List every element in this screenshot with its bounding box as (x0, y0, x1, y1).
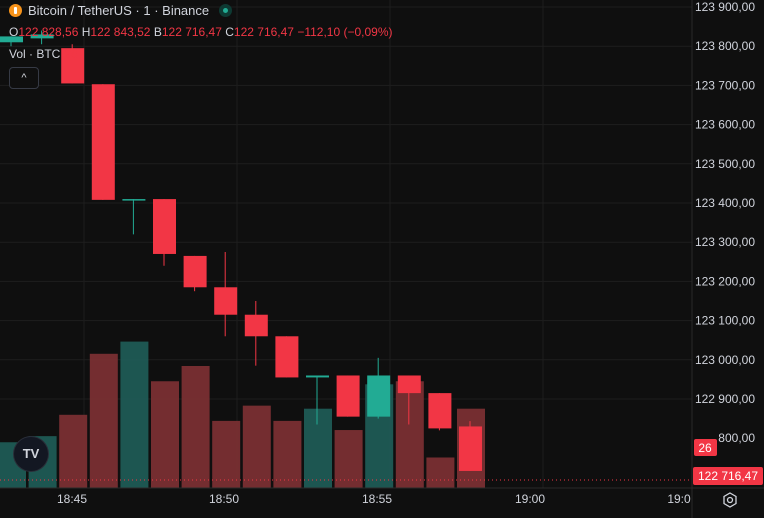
volume-bar (304, 408, 332, 488)
volume-badge (694, 439, 717, 456)
volume-bar (151, 381, 179, 488)
price-axis-label: 123 900,00 (695, 0, 755, 14)
settings-gear-icon[interactable] (722, 492, 738, 508)
candle-body (459, 426, 482, 471)
candle-body (91, 84, 115, 200)
candle-body (153, 199, 176, 254)
time-axis-label: 18:50 (209, 492, 239, 506)
price-axis-label: 123 400,00 (695, 196, 755, 210)
candle-body (336, 375, 360, 417)
candle-body (367, 375, 391, 417)
time-axis-label: 19:0 (667, 492, 691, 506)
time-axis-label: 18:45 (57, 492, 87, 506)
time-axis-label: 19:00 (515, 492, 545, 506)
time-axis-label: 18:55 (362, 492, 392, 506)
symbol-legend[interactable]: Bitcoin / TetherUS · 1 · Binance (9, 3, 233, 18)
volume-bar (59, 414, 88, 488)
collapse-legend-button[interactable]: ^ (9, 67, 39, 89)
volume-legend[interactable]: Vol · BTC 26 (9, 47, 78, 61)
candle-body (61, 48, 85, 84)
high-key: H (81, 25, 91, 39)
price-axis-label: 123 600,00 (695, 118, 755, 132)
last-price-badge (693, 467, 763, 485)
price-axis-label: 123 500,00 (695, 157, 755, 171)
price-axis-label: 123 800,00 (695, 39, 755, 53)
volume-bar (181, 366, 210, 488)
candle-body (244, 314, 268, 337)
volume-bar (89, 353, 118, 488)
change-value: −112,10 (−0,09%) (297, 25, 393, 39)
open-value: 122 828,56 (18, 25, 79, 39)
low-value: 122 716,47 (161, 25, 222, 39)
price-axis-label: 122 900,00 (695, 392, 755, 406)
price-axis-label: 123 100,00 (695, 314, 755, 328)
close-value: 122 716,47 (233, 25, 294, 39)
price-axis-label: 800,00 (718, 431, 755, 445)
volume-bar (273, 420, 302, 488)
market-open-icon (219, 4, 233, 17)
candle-body (275, 336, 299, 378)
candle-body (183, 255, 207, 288)
open-key: O (9, 25, 19, 39)
candle-body (214, 287, 238, 315)
volume-badge-label: 26 (698, 441, 712, 455)
candle-body (0, 36, 23, 43)
volume-bar (242, 405, 271, 488)
candle-body (397, 375, 421, 394)
high-value: 122 843,52 (90, 25, 151, 39)
candle-body (30, 34, 54, 39)
volume-bar (395, 381, 424, 488)
volume-value: 26 (64, 47, 78, 61)
volume-bar (426, 457, 455, 488)
ohlc-values: O122 828,56 H122 843,52 B122 716,47 C122… (9, 25, 393, 39)
candle-body (428, 393, 452, 429)
volume-bar (120, 341, 149, 488)
tradingview-logo[interactable]: TV (14, 437, 48, 471)
volume-bar (334, 430, 363, 488)
bitcoin-icon (9, 4, 22, 17)
candle-body (306, 375, 329, 378)
low-key: B (153, 25, 162, 39)
price-axis-label: 123 300,00 (695, 235, 755, 249)
symbol-title[interactable]: Bitcoin / TetherUS · 1 · Binance (28, 3, 210, 18)
last-price-label: 122 716,47 (698, 469, 758, 483)
price-axis-label: 123 000,00 (695, 353, 755, 367)
volume-label: Vol · BTC (9, 47, 61, 61)
price-axis-label: 123 700,00 (695, 78, 755, 92)
volume-bar (212, 420, 241, 488)
candle-body (122, 199, 146, 201)
close-key: C (225, 25, 234, 39)
price-axis-label: 123 200,00 (695, 274, 755, 288)
